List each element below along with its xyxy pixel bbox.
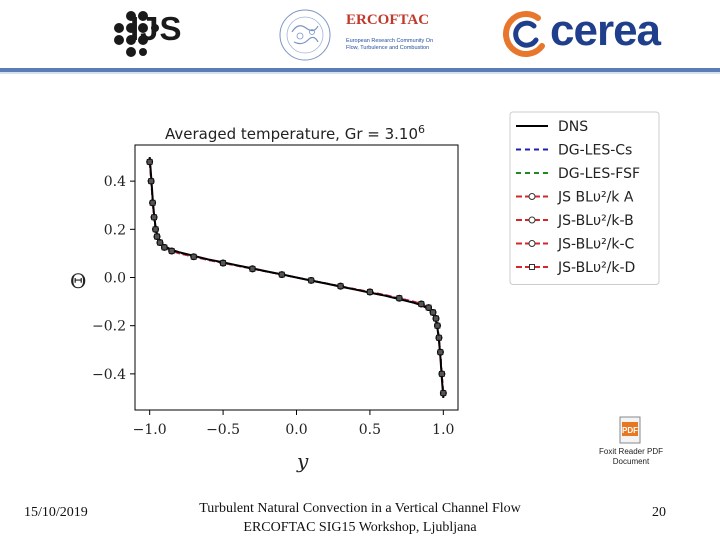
y-axis-label: Θ xyxy=(70,269,86,293)
chart-title: Averaged temperature, Gr = 3.106 xyxy=(165,123,425,143)
data-point xyxy=(337,283,344,290)
chart-legend: DNS DG-LES-Cs DG-LES-FSF JS BLυ²/k A JS-BLυ²… xyxy=(509,111,660,285)
y-tick-label: −0.2 xyxy=(92,319,126,335)
legend-marker xyxy=(528,216,536,224)
ercoftac-title: ERCOFTAC xyxy=(346,12,430,28)
ercoftac-emblem-icon xyxy=(279,9,331,61)
legend-label: DG-LES-FSF xyxy=(558,166,640,182)
legend-label: JS BLυ²/k A xyxy=(557,190,634,206)
page-number: 20 xyxy=(652,505,666,520)
data-point xyxy=(433,315,439,322)
data-point xyxy=(148,178,155,185)
data-point xyxy=(425,304,432,311)
ercoftac-subtitle-line1: European Research Community On xyxy=(346,38,434,44)
data-point xyxy=(396,295,403,302)
data-point xyxy=(149,199,156,206)
legend-label: DG-LES-Cs xyxy=(558,143,632,159)
y-tick-label: −0.4 xyxy=(92,367,126,383)
data-point xyxy=(438,370,445,377)
data-point xyxy=(436,334,442,341)
foxit-label-line2: Document xyxy=(612,457,650,466)
ercoftac-subtitle: European Research Community On Flow, Tur… xyxy=(346,38,456,52)
header-divider-shadow xyxy=(0,72,720,74)
foxit-pdf-icon[interactable]: PDF xyxy=(617,416,645,444)
data-point xyxy=(152,226,159,233)
y-tick-label: 0.0 xyxy=(104,271,126,287)
foxit-icon-label[interactable]: Foxit Reader PDF Document xyxy=(588,447,674,467)
data-point xyxy=(157,239,163,246)
legend-label: JS-BLυ²/k-C xyxy=(557,237,635,253)
x-tick-label: 0.5 xyxy=(359,422,381,438)
cerea-logo-text: cerea xyxy=(550,6,661,55)
legend-marker xyxy=(528,240,536,247)
data-point xyxy=(249,265,256,272)
header-divider xyxy=(0,68,720,72)
legend-marker xyxy=(528,193,536,200)
legend-box xyxy=(509,111,660,285)
data-point xyxy=(151,214,157,221)
data-point xyxy=(434,322,441,329)
data-point xyxy=(440,390,447,397)
data-point xyxy=(154,233,160,240)
cerea-swirl-icon xyxy=(503,11,545,57)
data-point xyxy=(308,277,315,284)
data-point xyxy=(190,253,197,260)
data-point xyxy=(430,309,436,316)
x-axis-label: y xyxy=(296,449,309,473)
x-tick-label: 1.0 xyxy=(432,422,454,438)
legend-marker xyxy=(529,264,535,270)
x-tick-label: −1.0 xyxy=(133,422,167,438)
legend-label: JS-BLυ²/k-B xyxy=(557,213,634,229)
footer-title: Turbulent Natural Convection in a Vertic… xyxy=(160,499,560,537)
x-tick-label: −0.5 xyxy=(206,422,240,438)
data-point xyxy=(278,271,285,278)
y-tick-label: 0.4 xyxy=(104,174,126,190)
data-point xyxy=(146,158,153,165)
footer-title-line2: ERCOFTAC SIG15 Workshop, Ljubljana xyxy=(243,520,477,535)
legend-label: JS-BLυ²/k-D xyxy=(557,260,635,276)
data-point xyxy=(418,301,425,307)
data-point xyxy=(367,289,373,295)
x-tick-label: 0.0 xyxy=(285,422,307,438)
ercoftac-subtitle-line2: Flow, Turbulence and Combustion xyxy=(346,45,430,51)
data-point xyxy=(161,244,168,251)
svg-text:PDF: PDF xyxy=(622,426,638,435)
legend-label: DNS xyxy=(558,119,588,135)
series-line-dns xyxy=(148,156,445,399)
foxit-label-line1: Foxit Reader PDF xyxy=(598,447,664,456)
footer-date: 15/10/2019 xyxy=(24,505,88,520)
ijs-dots-icon xyxy=(114,11,159,57)
data-point xyxy=(168,248,175,254)
y-tick-label: 0.2 xyxy=(104,222,126,238)
data-point xyxy=(437,349,444,356)
footer-title-line1: Turbulent Natural Convection in a Vertic… xyxy=(199,501,521,516)
data-point xyxy=(220,260,226,266)
ijs-logo-text: IJS xyxy=(130,10,183,47)
